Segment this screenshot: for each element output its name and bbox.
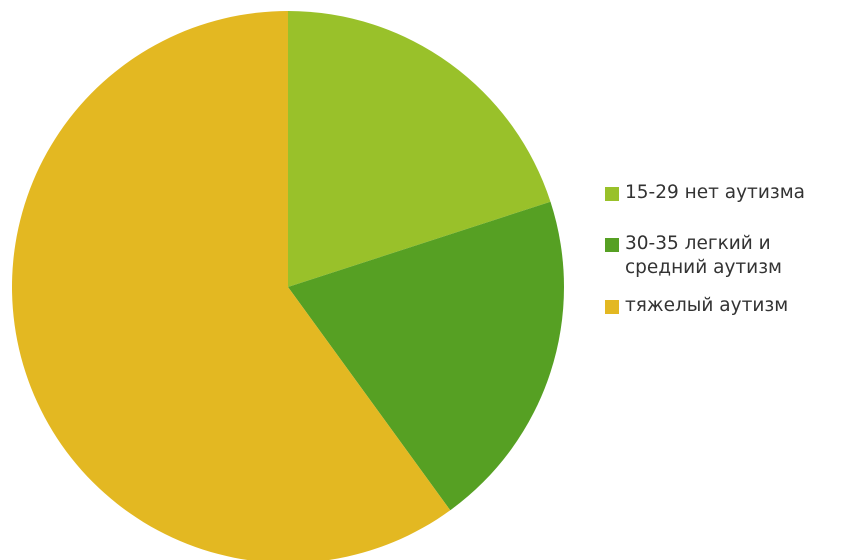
pie-slice-mild-moderate-autism	[288, 201, 564, 511]
legend-item-severe-autism: тяжелый аутизм	[605, 294, 851, 318]
legend-swatch-mild-moderate-autism	[605, 238, 619, 252]
legend-label-mild-moderate-autism: 30-35 легкий и средний аутизм	[625, 233, 782, 278]
legend-item-no-autism: 15-29 нет аутизма	[605, 181, 851, 205]
pie-slice-severe-autism	[12, 11, 451, 560]
pie-slice-no-autism	[288, 11, 551, 287]
legend-label-no-autism: 15-29 нет аутизма	[625, 182, 805, 203]
legend-swatch-no-autism	[605, 187, 619, 201]
legend-swatch-severe-autism	[605, 300, 619, 314]
legend-item-mild-moderate-autism: 30-35 легкий и средний аутизм	[605, 232, 851, 280]
legend-label-severe-autism: тяжелый аутизм	[625, 295, 789, 316]
legend: 15-29 нет аутизма 30-35 легкий и средний…	[605, 181, 851, 345]
